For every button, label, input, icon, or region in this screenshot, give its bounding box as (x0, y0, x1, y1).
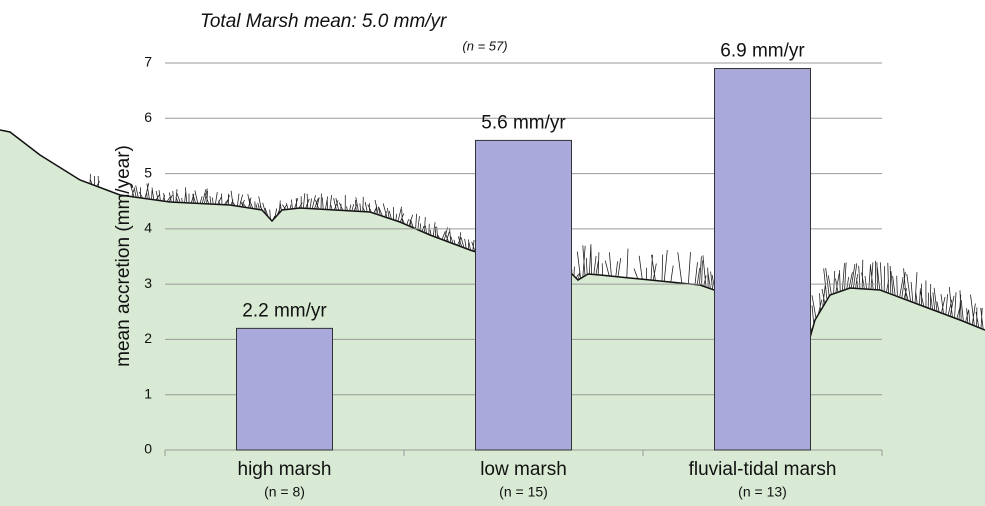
value-label: 6.9 mm/yr (720, 41, 805, 62)
y-tick-label: 2 (144, 330, 152, 346)
bar (475, 139, 572, 451)
y-tick-label: 0 (144, 441, 152, 457)
y-tick-label: 6 (144, 109, 152, 125)
y-tick-label: 3 (144, 275, 152, 291)
chart-title: Total Marsh mean: 5.0 mm/yr (200, 11, 447, 32)
x-tick-label: fluvial-tidal marsh (689, 459, 837, 480)
x-tick-label: high marsh (238, 459, 332, 480)
y-tick-label: 1 (144, 385, 152, 401)
x-tick-label: low marsh (480, 459, 567, 480)
y-tick-label: 4 (144, 220, 152, 236)
y-tick-label: 5 (144, 164, 152, 180)
category-note: (n = 15) (499, 484, 548, 500)
category-note: (n = 8) (264, 484, 305, 500)
y-tick-label: 7 (144, 54, 152, 70)
y-axis-label: mean accretion (mm/year) (113, 145, 134, 367)
chart-subtitle: (n = 57) (462, 38, 507, 53)
bar (236, 327, 333, 451)
value-label: 5.6 mm/yr (481, 112, 566, 133)
category-note: (n = 13) (738, 484, 787, 500)
value-label: 2.2 mm/yr (242, 300, 327, 321)
bar (714, 68, 811, 451)
